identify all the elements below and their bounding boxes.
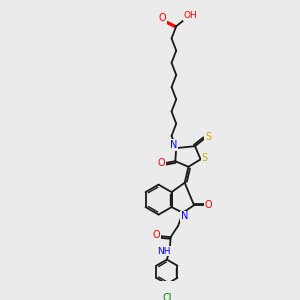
Text: S: S <box>205 132 211 142</box>
Text: OH: OH <box>183 11 197 20</box>
Text: O: O <box>204 200 212 210</box>
Text: O: O <box>158 158 165 168</box>
Text: N: N <box>170 140 177 150</box>
Text: N: N <box>181 212 188 221</box>
Text: O: O <box>153 230 160 240</box>
Text: Cl: Cl <box>162 293 172 300</box>
Text: O: O <box>158 13 166 23</box>
Text: S: S <box>201 153 207 164</box>
Text: NH: NH <box>157 247 171 256</box>
